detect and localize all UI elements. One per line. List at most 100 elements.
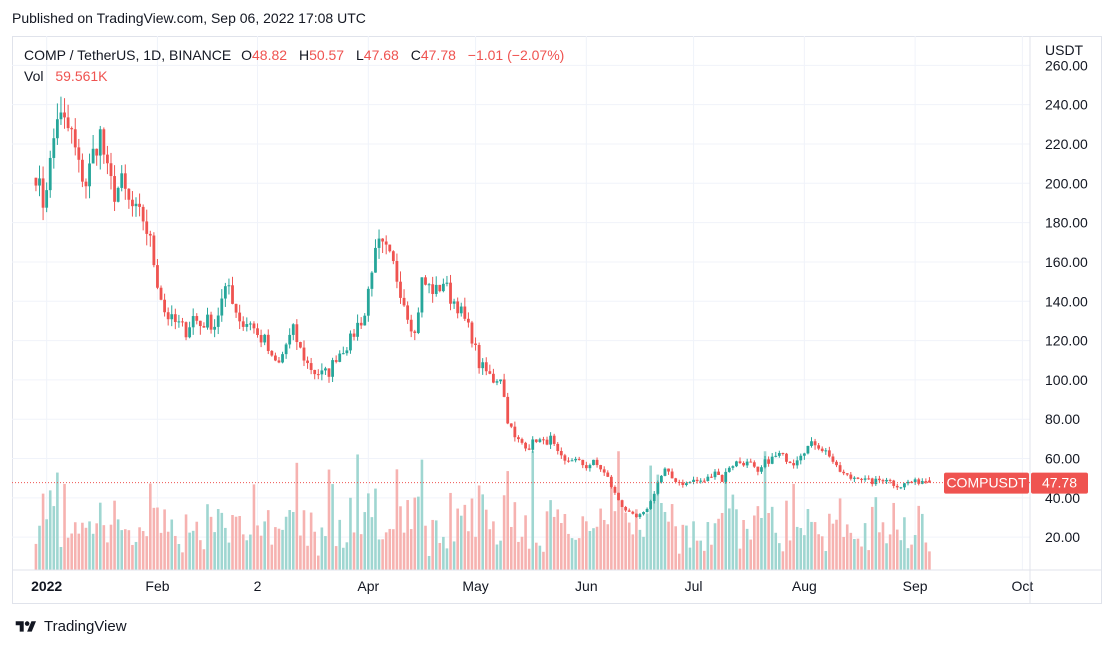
volume-bar [98,502,102,570]
candle-body [524,442,527,449]
candle-body [102,129,106,155]
candle-body [474,343,477,345]
candle-body [424,277,427,285]
candle-body [556,443,560,452]
candle-body [699,480,703,482]
volume-bar [159,532,163,570]
volume-bar [95,523,98,570]
candle-body [867,478,871,480]
volume-bar [599,508,602,570]
volume-bar [206,504,209,570]
candle-body [263,334,267,343]
volume-bar [238,516,241,570]
candle-body [863,478,867,480]
volume-bar [38,525,41,570]
volume-bar [191,530,195,570]
volume-bar [649,465,652,570]
candle-body [595,459,599,466]
candle-body [588,465,592,469]
candle-body [416,312,420,333]
candle-body [206,314,209,328]
candle-body [856,477,860,479]
candle-body [38,178,41,186]
volume-bar [284,516,288,570]
candle-body [59,112,63,120]
volume-bar [617,451,620,570]
candle-body [202,326,206,328]
volume-bar [695,540,699,570]
candle-body [48,157,52,191]
volume-bar [277,528,281,570]
legend-open-value: 48.82 [252,47,288,63]
footer: TradingView [14,618,127,635]
volume-bar [306,545,309,570]
candle-body [481,362,485,369]
legend-close-value: 47.78 [420,47,456,63]
footer-brand[interactable]: TradingView [44,618,127,635]
candle-body [441,283,445,292]
candle-body [752,462,756,467]
candle-body [377,238,381,248]
volume-bar [484,509,488,570]
candle-body [241,321,245,327]
volume-bar [756,506,760,570]
volume-bar [767,513,770,570]
candle-body [731,466,735,468]
candle-body [266,334,270,351]
candle-body [770,456,774,464]
volume-bar [227,542,231,570]
volume-bar [667,521,670,570]
candle-body [320,370,324,375]
volume-bar [77,533,81,570]
x-tick-label: May [462,578,488,594]
volume-bar [359,534,363,570]
volume-bar [806,509,810,570]
x-tick-label: 2 [254,578,262,594]
volume-bar [652,501,656,570]
candle-body [756,466,760,472]
candle-body [374,247,377,273]
volume-bar [381,539,384,570]
candle-body [763,459,767,468]
volume-bar [656,474,660,570]
candle-body [760,467,763,472]
volume-bar [556,509,560,570]
candle-body [288,334,292,345]
volume-bar [52,506,56,570]
candle-body [845,473,849,475]
candle-body [299,342,302,348]
volume-bar [710,544,713,570]
volume-bar [760,517,763,570]
candle-body [88,163,91,187]
candle-body [499,379,502,382]
candle-body [163,299,167,313]
candle-body [717,471,720,475]
candle-body [688,482,692,484]
candle-body [817,445,821,449]
y-tick-label: 160.00 [1045,254,1088,270]
volume-bar [388,528,392,570]
candle-body [277,360,281,363]
candle-body [631,511,635,514]
volume-bar [906,548,910,570]
volume-bar [409,529,413,570]
volume-bar [517,541,520,570]
candle-body [774,455,778,457]
volume-bar [245,540,249,570]
candle-body [331,360,334,377]
candle-body [406,305,410,320]
candle-body [409,319,413,332]
volume-bar [127,530,131,570]
volume-bar [527,548,531,570]
volume-bar [156,507,159,570]
volume-bar [402,532,406,570]
candle-body [334,360,338,362]
volume-bar [610,483,613,570]
legend-open-label: O [241,47,252,63]
candle-body [538,439,542,442]
volume-bar [106,542,109,570]
volume-bar [878,532,881,570]
volume-bar [492,521,495,570]
candle-body [213,326,217,330]
